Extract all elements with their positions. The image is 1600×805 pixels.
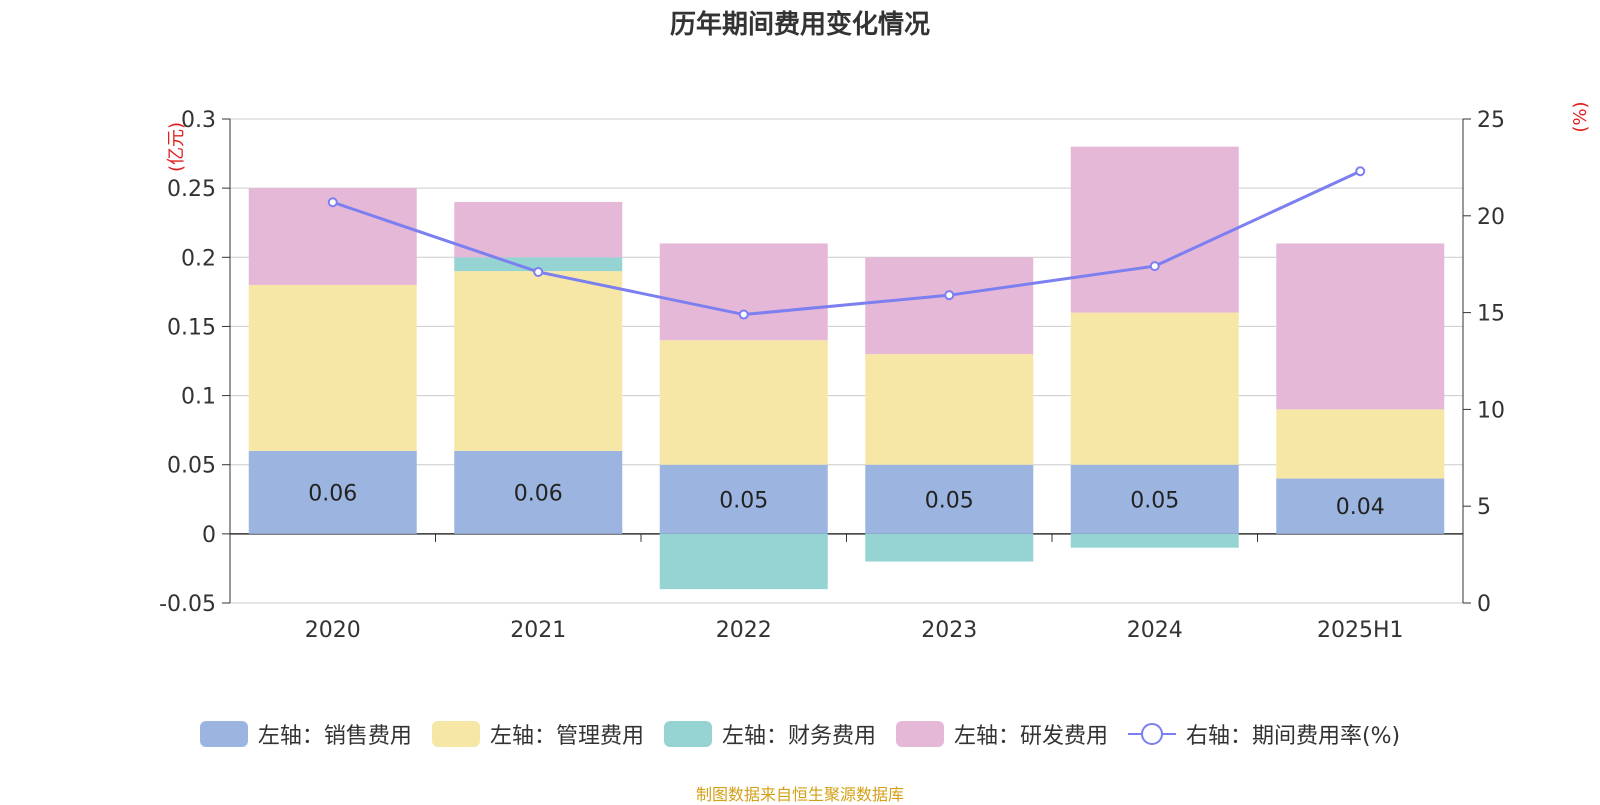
rate-point	[1355, 166, 1366, 177]
rate-line	[332, 169, 1361, 317]
legend-label: 右轴：期间费用率(%)	[1185, 724, 1401, 749]
legend-item[interactable]: 左轴：研发费用	[895, 718, 1108, 750]
legend-swatch	[663, 721, 712, 747]
left-axis-tick-label: 0.25	[167, 177, 216, 202]
legend-swatch	[431, 721, 480, 747]
rate-point	[327, 197, 338, 208]
legend-label: 左轴：管理费用	[489, 724, 644, 749]
bar-segment	[454, 257, 623, 272]
right-axis-tick-label: 0	[1477, 592, 1491, 617]
bar-segment	[865, 354, 1034, 465]
chart-title: 历年期间费用变化情况	[669, 10, 930, 40]
bar-segment	[659, 464, 828, 534]
legend-item[interactable]: 左轴：财务费用	[663, 718, 876, 750]
right-axis-unit-label: (%)	[1570, 101, 1591, 132]
left-axis-tick-label: 0.05	[167, 454, 216, 479]
left-axis-tick-label: 0.3	[181, 108, 216, 133]
rate-point	[944, 290, 955, 301]
bar-segment	[1276, 478, 1445, 534]
data-label: 0.05	[1130, 488, 1179, 513]
bar-segment	[659, 340, 828, 465]
bar-segment	[865, 533, 1034, 562]
category-label: 2024	[1127, 618, 1183, 643]
bar-segment	[454, 450, 623, 534]
bar-segment	[1070, 533, 1239, 548]
bar-segment	[248, 450, 417, 534]
data-label: 0.06	[308, 481, 357, 506]
left-axis-tick-label: 0.15	[167, 315, 216, 340]
bar-segment	[1070, 146, 1239, 313]
legend-swatch	[895, 721, 944, 747]
legend-item[interactable]: 左轴：销售费用	[199, 718, 412, 750]
bar-segment	[1276, 243, 1445, 410]
source-footer: 制图数据来自恒生聚源数据库	[695, 785, 904, 804]
data-label: 0.04	[1336, 495, 1385, 520]
bar-segment	[1070, 464, 1239, 534]
legend-label: 左轴：研发费用	[953, 724, 1108, 749]
left-axis-tick-label: -0.05	[159, 592, 216, 617]
bar-segment	[865, 257, 1034, 355]
right-axis-tick-label: 10	[1477, 398, 1505, 423]
bar-segment	[659, 533, 828, 590]
rate-point	[1149, 261, 1160, 272]
data-label: 0.05	[719, 488, 768, 513]
rate-point	[738, 309, 749, 320]
bar-segment	[1070, 312, 1239, 465]
legend-swatch	[199, 721, 248, 747]
legend-label: 左轴：销售费用	[257, 724, 412, 749]
rate-point	[533, 266, 544, 277]
right-axis-tick-label: 20	[1477, 205, 1505, 230]
legend-line-swatch	[1127, 723, 1176, 745]
left-axis-tick-label: 0.2	[181, 246, 216, 271]
left-axis-unit-label: (亿元)	[166, 122, 187, 172]
bar-segment	[248, 284, 417, 451]
legend-label: 左轴：财务费用	[721, 724, 876, 749]
right-axis-tick-label: 15	[1477, 302, 1505, 327]
right-axis-tick-label: 5	[1477, 495, 1491, 520]
category-label: 2025H1	[1317, 618, 1404, 643]
category-label: 2022	[716, 618, 772, 643]
bar-segment	[659, 243, 828, 341]
legend: 左轴：销售费用 左轴：管理费用 左轴：财务费用 左轴：研发费用 右轴：期间费用率(%)	[0, 718, 1600, 750]
legend-marker	[1140, 723, 1163, 745]
left-axis-tick-label: 0	[202, 523, 216, 548]
legend-item[interactable]: 左轴：管理费用	[431, 718, 644, 750]
data-label: 0.05	[925, 488, 974, 513]
right-axis-tick-label: 25	[1477, 108, 1505, 133]
bar-segment	[454, 271, 623, 451]
left-axis-tick-label: 0.1	[181, 385, 216, 410]
category-label: 2020	[305, 618, 361, 643]
legend-item[interactable]: 右轴：期间费用率(%)	[1127, 718, 1401, 750]
category-label: 2023	[921, 618, 977, 643]
data-label: 0.06	[514, 481, 563, 506]
bar-segment	[865, 464, 1034, 534]
bar-segment	[1276, 409, 1445, 479]
category-label: 2021	[510, 618, 566, 643]
bar-segment	[454, 201, 623, 258]
